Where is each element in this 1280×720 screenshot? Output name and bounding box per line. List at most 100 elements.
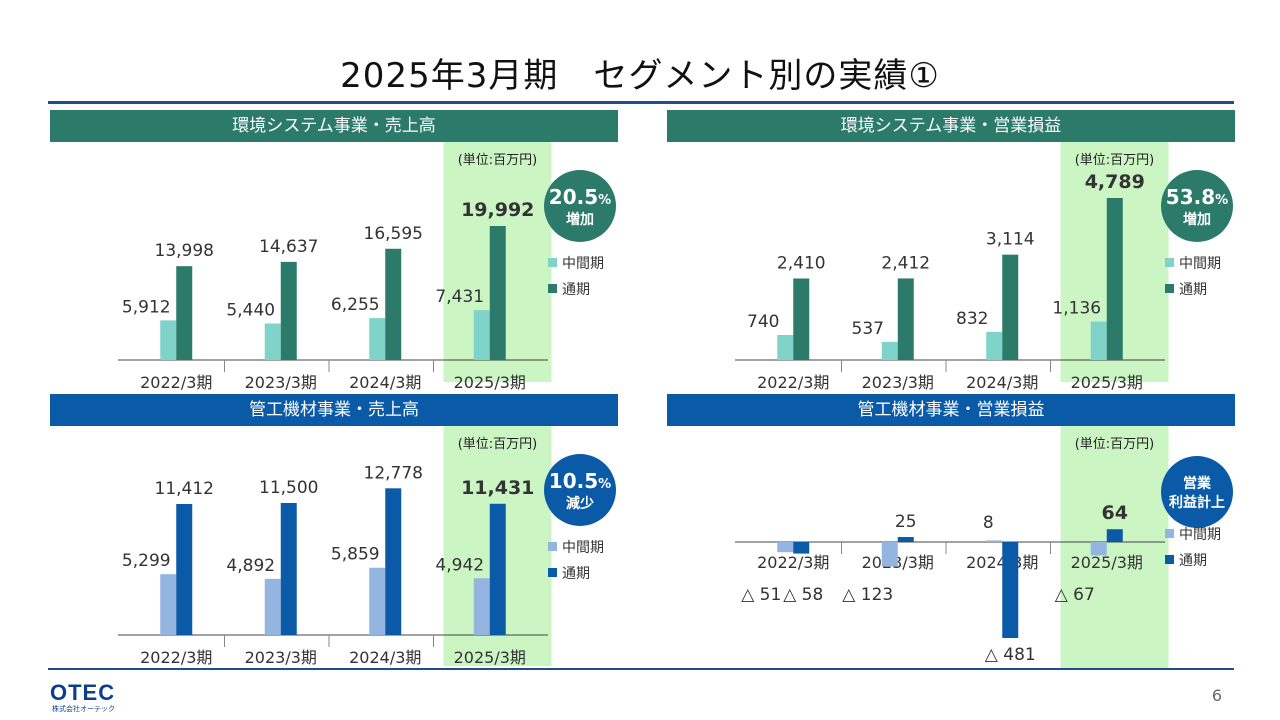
chart-env-profit: (単位:百万円) 2022/3期 740 2,410 2023/3期 537 2,412 20… [735,142,1233,392]
category-label: 2023/3期 [862,373,934,392]
title-rule [48,101,1234,104]
data-label-interim: 6,255 [331,295,380,315]
bar-interim [1090,542,1107,556]
data-label-interim: 5,859 [331,545,380,565]
svg-text:OTEC: OTEC [50,680,115,705]
bar-interim [777,542,794,553]
legend-label-full: 通期 [1179,282,1207,298]
legend-label-interim: 中間期 [562,540,604,556]
data-label-interim: △ 123 [842,585,893,605]
bar-full [897,278,914,360]
bar-interim [986,540,1003,542]
panel-pipe-sales: 管工機材事業・売上高 (単位:百万円) 2022/3期 5,299 11,412 202… [50,394,618,667]
data-label-interim: 537 [852,319,884,339]
bar-interim [881,341,898,360]
category-label: 2022/3期 [757,553,829,572]
unit-label: (単位:百万円) [1075,436,1155,452]
change-badge [1161,456,1233,528]
panel-env-profit: 環境システム事業・営業損益 (単位:百万円) 2022/3期 740 2,410 202… [667,110,1235,392]
legend-swatch-interim [1165,258,1174,267]
panel-header: 環境システム事業・売上高 [50,110,618,142]
bar-interim [473,578,490,635]
bar-full [897,537,914,542]
bar-full [176,504,193,635]
bar-full [385,248,402,360]
data-label-full: 19,992 [461,199,534,221]
category-label: 2025/3期 [454,648,526,667]
legend-swatch-full [1165,284,1174,293]
category-label: 2025/3期 [454,373,526,392]
data-label-interim: 832 [956,309,988,329]
category-label: 2022/3期 [140,373,212,392]
data-label-interim: 5,912 [122,297,171,317]
legend-label-interim: 中間期 [562,256,604,272]
legend-label-full: 通期 [1179,553,1207,569]
bar-full [489,503,506,635]
bar-interim [264,578,281,635]
panel-header: 管工機材事業・売上高 [50,394,618,426]
data-label-full: △ 481 [985,645,1036,665]
bar-interim [264,323,281,360]
data-label-full: 14,637 [259,237,318,257]
category-label: 2025/3期 [1071,373,1143,392]
legend-swatch-full [548,568,557,577]
data-label-full: 11,412 [155,479,214,499]
data-label-full: 13,998 [155,241,214,261]
change-badge [1161,170,1233,242]
chart-env-sales: (単位:百万円) 2022/3期 5,912 13,998 2023/3期 5,440 14… [118,142,616,392]
highlight-band [1060,426,1169,668]
legend-swatch-interim [548,542,557,551]
bar-full [489,226,506,360]
data-label-full: 4,789 [1085,171,1145,193]
data-label-full: 64 [1102,502,1128,524]
bar-interim [777,334,794,360]
data-label-full: 11,500 [259,478,318,498]
bar-interim [369,567,386,635]
company-logo: OTEC 株式会社オーテック [50,678,120,716]
bar-full [793,542,810,554]
chart-pipe-sales: (単位:百万円) 2022/3期 5,299 11,412 2023/3期 4,892 11… [118,426,616,667]
category-label: 2025/3期 [1071,553,1143,572]
bar-full [176,266,193,360]
data-label-interim: △ 67 [1055,585,1095,605]
bar-interim [986,331,1003,360]
category-label: 2022/3期 [140,648,212,667]
data-label-interim: △ 51 [741,585,781,605]
bar-interim [1090,321,1107,360]
category-label: 2023/3期 [245,373,317,392]
legend-swatch-interim [1165,529,1174,538]
bar-interim [473,310,490,360]
bar-interim [160,574,177,635]
change-badge [544,454,616,526]
data-label-full: 2,410 [777,253,826,273]
bar-full [280,502,297,635]
legend-swatch-full [548,284,557,293]
badge-label: 減少 [566,495,594,512]
badge-label: 利益計上 [1169,494,1225,511]
panel-header: 管工機材事業・営業損益 [667,394,1235,426]
badge-label: 増加 [1183,211,1211,228]
legend-label-full: 通期 [562,282,590,298]
chart-pipe-profit: (単位:百万円)2022/3期△ 51△ 582023/3期△ 12325202… [735,426,1233,668]
svg-text:株式会社オーテック: 株式会社オーテック [52,704,115,712]
data-label-interim: 7,431 [435,287,484,307]
bar-interim [160,320,177,360]
data-label-interim: 5,440 [226,301,275,321]
data-label-interim: 1,136 [1052,299,1101,319]
data-label-full: 16,595 [364,224,423,244]
page-title: 2025年3月期 セグメント別の実績① [340,56,940,96]
bar-interim [881,542,898,567]
data-label-interim: 4,892 [226,556,275,576]
unit-label: (単位:百万円) [458,152,538,168]
panel-pipe-profit: 管工機材事業・営業損益 (単位:百万円)2022/3期△ 51△ 582023/… [667,394,1235,668]
data-label-full: 2,412 [881,253,930,273]
bar-full [385,488,402,635]
unit-label: (単位:百万円) [458,436,538,452]
data-label-interim: 4,942 [435,555,484,575]
data-label-interim: 8 [983,513,994,533]
category-label: 2024/3期 [349,648,421,667]
page-number: 6 [1211,686,1222,705]
data-label-interim: 5,299 [122,551,171,571]
data-label-interim: 740 [747,312,779,332]
data-label-full: 11,431 [461,477,534,499]
